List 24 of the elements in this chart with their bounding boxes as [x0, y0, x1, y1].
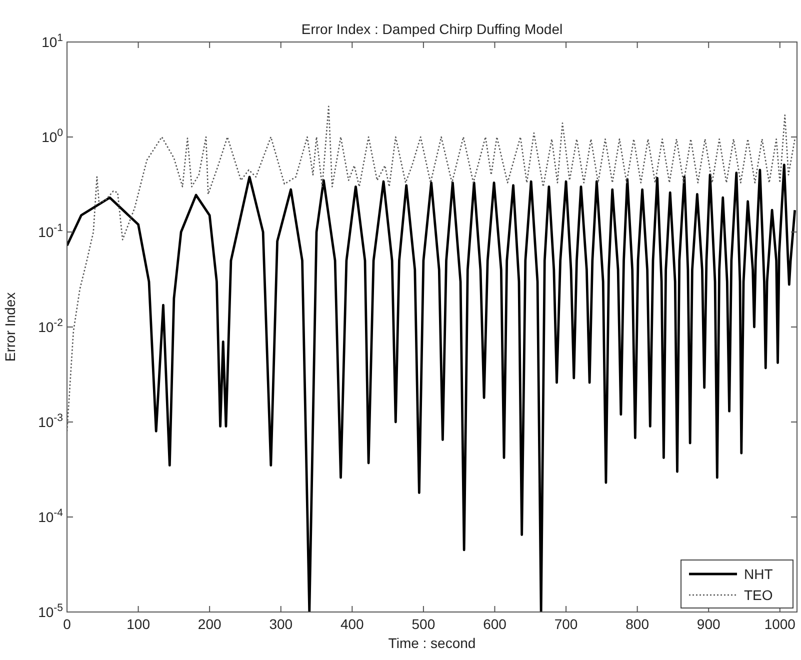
- x-tick-label: 900: [696, 616, 720, 632]
- x-tick-label: 600: [483, 616, 507, 632]
- line-series: [67, 164, 796, 612]
- x-tick-label: 200: [198, 616, 222, 632]
- x-tick-label: 100: [126, 616, 150, 632]
- x-axis-title: Time : second: [388, 635, 476, 651]
- x-tick-label: 400: [340, 616, 364, 632]
- y-tick-label: 10$^{-2}$: [38, 317, 64, 335]
- x-tick-label: 700: [554, 616, 578, 632]
- legend-label: NHT: [744, 566, 774, 582]
- x-tick-label: 800: [626, 616, 650, 632]
- x-tick-label: 500: [412, 616, 436, 632]
- x-tick-label: 0: [63, 616, 72, 632]
- y-tick-label: 10$^{-5}$: [38, 602, 64, 620]
- y-tick-label: 10$^{-4}$: [38, 507, 64, 525]
- y-tick-label: 10$^{1}$: [42, 32, 64, 50]
- x-tick-label: 1000: [764, 616, 796, 632]
- y-tick-label: 10$^{-1}$: [38, 222, 64, 240]
- y-tick-label: 10$^{-3}$: [38, 412, 64, 430]
- legend-label: TEO: [744, 587, 773, 603]
- y-tick-label: 10$^{0}$: [42, 127, 64, 145]
- y-axis-title: Error Index: [2, 292, 18, 362]
- x-tick-label: 300: [269, 616, 293, 632]
- chart-title: Error Index : Damped Chirp Duffing Model: [301, 21, 563, 37]
